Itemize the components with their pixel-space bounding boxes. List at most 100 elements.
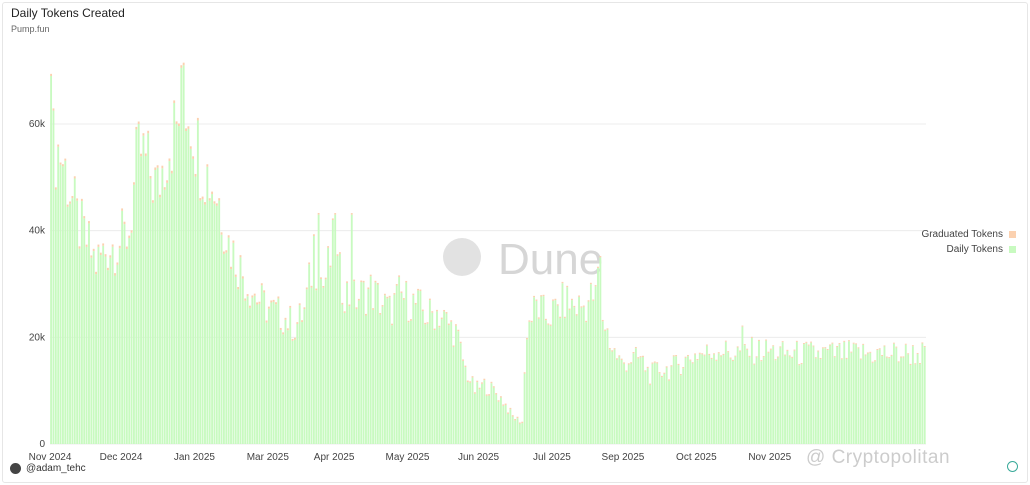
- graduated-tokens-bar: [386, 296, 389, 299]
- author-credit[interactable]: @adam_tehc: [10, 463, 86, 474]
- graduated-tokens-bar: [575, 314, 578, 316]
- daily-tokens-bar: [810, 342, 813, 444]
- graduated-tokens-bar: [724, 340, 727, 342]
- daily-tokens-bar: [144, 155, 147, 444]
- daily-tokens-bar: [270, 302, 273, 444]
- graduated-tokens-bar: [713, 353, 715, 355]
- daily-tokens-bar: [455, 325, 457, 444]
- daily-tokens-bar: [857, 348, 860, 444]
- graduated-tokens-bar: [784, 354, 786, 356]
- graduated-tokens-bar: [360, 280, 363, 283]
- daily-tokens-bar: [329, 267, 332, 444]
- graduated-tokens-bar: [540, 295, 543, 297]
- graduated-tokens-bar: [649, 383, 652, 385]
- graduated-tokens-bar: [182, 62, 185, 66]
- graduated-tokens-bar: [705, 344, 708, 346]
- daily-tokens-bar: [483, 380, 486, 444]
- daily-tokens-bar: [95, 274, 98, 444]
- daily-tokens-bar: [907, 354, 910, 444]
- daily-tokens-bar: [341, 304, 344, 444]
- graduated-tokens-bar: [644, 370, 647, 372]
- daily-tokens-bar: [897, 362, 900, 444]
- daily-tokens-bar: [511, 416, 514, 444]
- graduated-tokens-bar: [54, 187, 57, 190]
- graduated-tokens-bar: [211, 191, 214, 195]
- graduated-tokens-bar: [862, 343, 865, 345]
- daily-tokens-bar: [587, 301, 590, 444]
- graduated-tokens-bar: [653, 361, 656, 363]
- daily-tokens-bar: [803, 344, 805, 444]
- graduated-tokens-bar: [632, 352, 635, 354]
- graduated-tokens-bar: [660, 375, 663, 378]
- daily-tokens-bar: [878, 349, 881, 444]
- graduated-tokens-bar: [338, 252, 341, 254]
- x-tick-label: Mar 2025: [247, 452, 290, 463]
- graduated-tokens-bar: [651, 362, 654, 364]
- graduated-tokens-bar: [244, 298, 247, 301]
- daily-tokens-bar: [464, 367, 467, 444]
- graduated-tokens-bar: [559, 316, 562, 319]
- daily-tokens-bar: [381, 306, 384, 444]
- daily-tokens-bar: [684, 357, 687, 444]
- graduated-tokens-bar: [556, 304, 559, 306]
- daily-tokens-bar: [812, 346, 815, 444]
- daily-tokens-bar: [213, 203, 216, 444]
- graduated-tokens-bar: [864, 354, 867, 356]
- daily-tokens-bar: [294, 339, 296, 444]
- legend-item-daily[interactable]: Daily Tokens: [921, 242, 1016, 257]
- daily-tokens-bar: [615, 359, 618, 444]
- graduated-tokens-bar: [239, 255, 242, 258]
- graduated-tokens-bar: [717, 352, 720, 354]
- daily-tokens-bar: [724, 341, 727, 444]
- graduated-tokens-bar: [585, 320, 588, 323]
- graduated-tokens-bar: [803, 342, 805, 345]
- graduated-tokens-bar: [232, 240, 235, 243]
- graduated-tokens-bar: [923, 346, 926, 348]
- daily-tokens-bar: [106, 270, 109, 444]
- graduated-tokens-bar: [469, 381, 472, 383]
- graduated-tokens-bar: [59, 162, 62, 165]
- daily-tokens-bar: [734, 356, 737, 444]
- graduated-tokens-bar: [260, 283, 263, 286]
- legend-item-graduated[interactable]: Graduated Tokens: [921, 227, 1016, 242]
- daily-tokens-bar: [272, 301, 275, 444]
- graduated-tokens-bar: [95, 271, 98, 275]
- graduated-tokens-bar: [921, 342, 924, 344]
- daily-tokens-bar: [571, 300, 573, 444]
- daily-tokens-bar: [391, 325, 393, 444]
- graduated-tokens-bar: [670, 365, 673, 367]
- daily-tokens-bar: [59, 164, 62, 444]
- daily-tokens-bar: [864, 355, 867, 444]
- graduated-tokens-bar: [507, 412, 509, 414]
- graduated-tokens-bar: [845, 357, 848, 359]
- graduated-tokens-bar: [767, 351, 770, 353]
- daily-tokens-bar: [400, 292, 403, 444]
- graduated-tokens-bar: [144, 153, 147, 156]
- daily-tokens-bar: [727, 352, 730, 444]
- daily-tokens-bar: [170, 173, 173, 444]
- daily-tokens-bar: [215, 205, 218, 444]
- graduated-tokens-bar: [341, 302, 344, 305]
- daily-tokens-bar: [445, 313, 448, 444]
- graduated-tokens-bar: [521, 421, 524, 424]
- graduated-tokens-bar: [601, 319, 604, 322]
- refresh-icon[interactable]: [1007, 461, 1018, 472]
- graduated-tokens-bar: [121, 208, 124, 211]
- daily-tokens-bar: [516, 418, 519, 444]
- graduated-tokens-bar: [192, 156, 195, 159]
- daily-tokens-bar: [888, 358, 891, 444]
- graduated-tokens-bar: [587, 300, 590, 302]
- daily-tokens-bar: [279, 329, 282, 444]
- graduated-tokens-bar: [426, 322, 429, 324]
- daily-tokens-bar: [642, 357, 644, 444]
- graduated-tokens-bar: [97, 244, 100, 247]
- daily-tokens-bar: [222, 253, 225, 444]
- daily-tokens-bar: [142, 135, 145, 444]
- graduated-tokens-bar: [279, 327, 282, 330]
- daily-tokens-bar: [447, 325, 450, 444]
- daily-tokens-bar: [187, 128, 190, 444]
- graduated-tokens-bar: [459, 341, 462, 344]
- daily-tokens-bar: [743, 345, 746, 444]
- graduated-tokens-bar: [552, 299, 554, 301]
- daily-tokens-bar: [450, 321, 453, 444]
